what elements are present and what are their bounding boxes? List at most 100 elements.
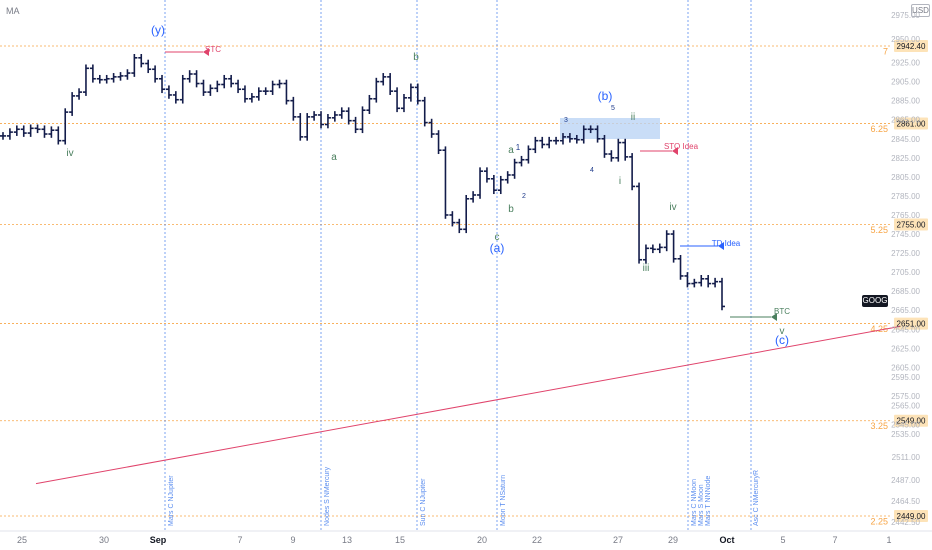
ohlc-bar: [41, 125, 48, 138]
ohlc-bar: [587, 125, 594, 134]
ohlc-bar: [82, 64, 89, 96]
ohlc-bar: [684, 272, 691, 288]
y-tick-label: 2950.00: [891, 35, 920, 44]
price-tag-label: 2942.40: [897, 42, 926, 51]
ohlc-bar: [228, 74, 235, 88]
ohlc-bar: [138, 54, 145, 68]
ohlc-bar: [69, 92, 76, 116]
fib-level-label: 3.25: [870, 421, 888, 431]
ohlc-bar: [55, 126, 62, 145]
ohlc-bar: [649, 244, 656, 254]
price-tag: [894, 218, 928, 231]
price-tag: [894, 40, 928, 52]
ohlc-bar: [615, 138, 622, 162]
ohlc-bar: [269, 80, 276, 95]
ohlc-bar: [159, 74, 166, 94]
annotation-label: i: [619, 176, 621, 187]
annotation-label: (b): [598, 89, 613, 103]
ohlc-bar: [352, 116, 359, 134]
annotation-label: v: [780, 326, 785, 337]
ohlc-bar: [712, 277, 719, 288]
stc-arrow-icon: [203, 48, 209, 56]
y-tick-label: 2745.00: [891, 230, 920, 239]
x-tick-label: 30: [99, 535, 109, 545]
x-tick-label: 29: [668, 535, 678, 545]
ohlc-bar: [525, 145, 532, 164]
ohlc-bar: [76, 88, 83, 100]
ohlc-bar: [449, 211, 456, 227]
ohlc-bar: [290, 96, 297, 121]
annotation-label: c: [495, 232, 500, 243]
annotation-label: iv: [66, 148, 73, 159]
price-tag: [894, 117, 928, 130]
price-tag-label: 2449.00: [897, 512, 926, 521]
ohlc-bar: [636, 182, 643, 264]
annotation-label: iv: [669, 202, 676, 213]
y-tick-label: 2805.00: [891, 173, 920, 182]
ohlc-bar: [477, 167, 484, 199]
event-label: Moon T NSaturn: [500, 475, 507, 526]
ohlc-bar: [48, 126, 55, 138]
ohlc-bar: [297, 113, 304, 141]
y-tick-label: 2685.00: [891, 287, 920, 296]
ohlc-bar: [532, 136, 539, 154]
x-tick-label: 5: [780, 535, 785, 545]
x-tick-label: 15: [395, 535, 405, 545]
ohlc-bar: [345, 107, 352, 125]
ohlc-bar: [442, 146, 449, 219]
ohlc-bar: [62, 108, 69, 145]
fib-level-label: 4.25: [870, 324, 888, 334]
ohlc-bar: [366, 94, 373, 115]
ohlc-bar: [20, 125, 27, 137]
ohlc-bar: [221, 74, 228, 89]
ohlc-bar: [359, 106, 366, 134]
annotation-label: (c): [775, 333, 789, 347]
currency-label[interactable]: USD: [911, 4, 930, 17]
ohlc-bar: [248, 93, 255, 103]
indicator-label[interactable]: MA: [6, 6, 20, 16]
annotation-label: 1: [516, 143, 521, 152]
ohlc-bar: [110, 73, 117, 83]
y-tick-label: 2725.00: [891, 249, 920, 258]
ohlc-bar: [601, 134, 608, 158]
ohlc-bar: [553, 136, 560, 145]
y-tick-label: 2885.00: [891, 97, 920, 106]
y-tick-label: 2645.00: [891, 325, 920, 334]
ohlc-bar: [186, 70, 193, 83]
ohlc-bar: [580, 125, 587, 144]
annotation-label: TD Idea: [712, 239, 741, 248]
ohlc-bar: [304, 113, 311, 141]
td-arrow-icon: [718, 242, 724, 250]
ohlc-bar: [241, 85, 248, 103]
ohlc-bar: [89, 64, 96, 83]
price-tag-label: 2651.00: [897, 320, 926, 329]
ohlc-bar: [566, 133, 573, 143]
y-tick-label: 2865.00: [891, 116, 920, 125]
ohlc-bar: [414, 83, 421, 105]
ohlc-bar: [255, 87, 262, 101]
y-tick-label: 2705.00: [891, 268, 920, 277]
y-tick-label: 2595.00: [891, 373, 920, 382]
ohlc-bar: [380, 73, 387, 86]
ohlc-bar: [497, 175, 504, 195]
ohlc-bar: [539, 136, 546, 149]
fib-level-label: 6.25: [870, 124, 888, 134]
event-label: Mars T NNNode: [705, 476, 712, 526]
x-tick-label: 7: [237, 535, 242, 545]
ohlc-bar: [214, 80, 221, 93]
event-label: Mars C NMoon: [691, 479, 698, 526]
y-tick-label: 2905.00: [891, 78, 920, 87]
x-tick-label: 13: [342, 535, 352, 545]
sto-arrow-icon: [672, 147, 678, 155]
y-tick-label: 2545.00: [891, 421, 920, 430]
annotation-label: b: [413, 52, 419, 63]
ohlc-bar: [124, 69, 131, 80]
ohlc-bar: [546, 136, 553, 149]
annotation-label: a: [508, 145, 514, 156]
ohlc-bar: [311, 111, 318, 121]
y-tick-label: 2925.00: [891, 59, 920, 68]
y-tick-label: 2575.00: [891, 392, 920, 401]
event-label: Mars C NJupiter: [168, 475, 175, 526]
y-tick-label: 2625.00: [891, 344, 920, 353]
